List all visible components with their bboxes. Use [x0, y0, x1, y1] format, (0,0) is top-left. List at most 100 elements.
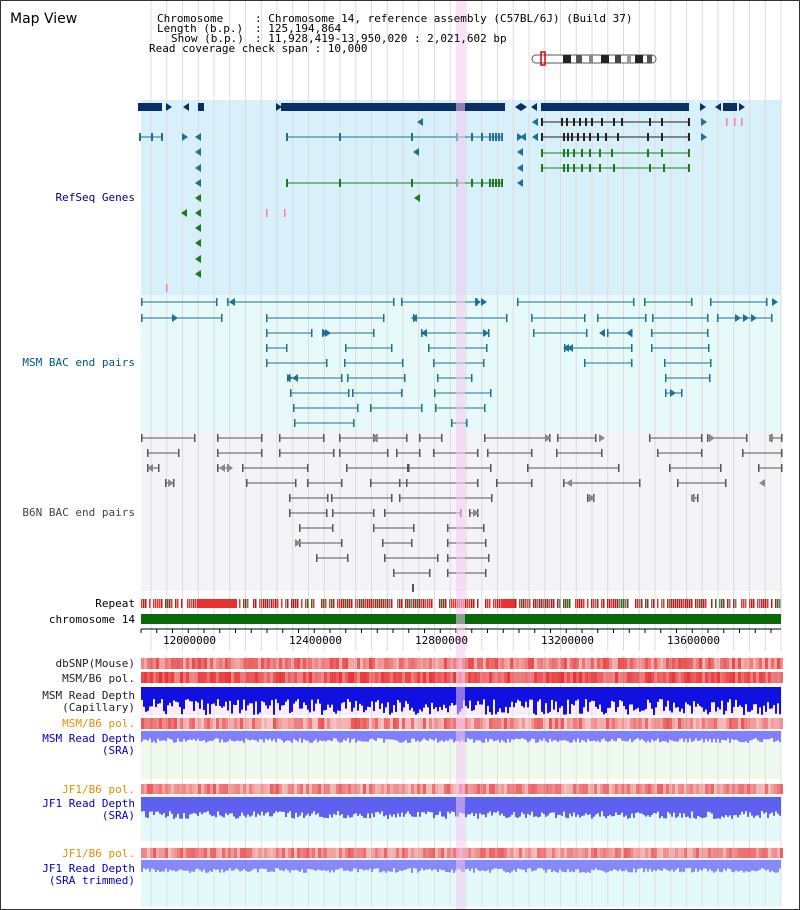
depth-bar: [147, 860, 149, 869]
bac-arrow: [751, 314, 757, 322]
heat-cell: [303, 784, 306, 794]
heat-cell: [426, 658, 429, 669]
heat-cell: [639, 658, 642, 669]
depth-bar: [141, 797, 143, 812]
heat-cell: [144, 718, 147, 729]
depth-bar: [219, 797, 221, 816]
depth-bar: [687, 797, 689, 817]
depth-bar: [727, 731, 729, 739]
depth-bar: [709, 797, 711, 813]
depth-bar: [159, 731, 161, 741]
repeat-mark: [439, 599, 441, 608]
depth-bar: [151, 731, 153, 743]
heat-cell: [342, 718, 345, 729]
heat-cell: [504, 848, 507, 858]
depth-bar: [425, 860, 427, 870]
heat-cell: [174, 848, 177, 858]
pink-marker: [284, 209, 286, 217]
depth-bar: [651, 687, 653, 709]
track-label-msm-read-depth-sra[interactable]: MSM Read Depth: [42, 732, 135, 745]
heat-cell: [438, 672, 441, 683]
repeat-mark: [275, 599, 277, 608]
heat-cell: [750, 784, 753, 794]
bac-end: [471, 374, 473, 382]
depth-bar: [291, 797, 293, 818]
depth-bar: [267, 731, 269, 741]
depth-bar: [597, 860, 599, 871]
repeat-mark: [543, 599, 545, 608]
heat-cell: [333, 718, 336, 729]
heat-cell: [771, 848, 774, 858]
depth-bar: [251, 797, 253, 816]
repeat-mark: [705, 599, 707, 608]
bac-end: [771, 314, 773, 322]
heat-cell: [483, 848, 486, 858]
depth-bar: [233, 797, 235, 817]
exon: [599, 164, 601, 172]
track-label-refseq[interactable]: RefSeq Genes: [55, 191, 135, 204]
heat-cell: [300, 672, 303, 683]
bac-end: [404, 374, 406, 382]
repeat-mark: [297, 599, 299, 608]
depth-bar: [559, 687, 561, 708]
track-label-dbsnp[interactable]: dbSNP(Mouse): [55, 657, 135, 670]
depth-bar: [315, 687, 317, 704]
depth-bar: [557, 797, 559, 815]
heat-cell: [702, 672, 705, 683]
heat-cell: [264, 848, 267, 858]
heat-cell: [405, 672, 408, 683]
heat-cell: [726, 658, 729, 669]
depth-bar: [693, 687, 695, 702]
heat-cell: [321, 672, 324, 683]
track-label-jf1-read-depth-trim[interactable]: JF1 Read Depth: [42, 862, 135, 875]
bac-arrow: [545, 434, 551, 442]
heat-cell: [399, 718, 402, 729]
track-label-msm-b6-pol-sra[interactable]: MSM/B6 pol.: [62, 717, 135, 730]
heat-cell: [729, 718, 732, 729]
track-label-msm-read-depth[interactable]: MSM Read Depth: [42, 689, 135, 702]
heat-cell: [513, 672, 516, 683]
depth-bar: [661, 797, 663, 817]
bac-end: [384, 509, 386, 517]
depth-bar: [277, 687, 279, 704]
heat-cell: [336, 848, 339, 858]
repeat-mark: [407, 599, 409, 608]
depth-bar: [433, 860, 435, 870]
track-label-repeat[interactable]: Repeat: [95, 597, 135, 610]
repeat-mark: [417, 599, 419, 608]
heat-cell: [270, 672, 273, 683]
heat-cell: [327, 658, 330, 669]
depth-bar: [499, 797, 501, 816]
bac-end: [645, 314, 647, 322]
track-label-msm-b6-pol[interactable]: MSM/B6 pol.: [62, 672, 135, 685]
depth-bar: [779, 860, 781, 869]
depth-bar: [195, 797, 197, 814]
depth-bar: [203, 687, 205, 710]
heat-cell: [597, 784, 600, 794]
heat-cell: [738, 784, 741, 794]
depth-bar: [445, 860, 447, 873]
track-label-jf1-b6-pol[interactable]: JF1/B6 pol.: [62, 783, 135, 796]
heat-cell: [603, 672, 606, 683]
bac-arrow: [371, 434, 377, 442]
depth-bar: [403, 687, 405, 708]
depth-bar: [539, 797, 541, 817]
heat-cell: [444, 784, 447, 794]
track-label-jf1-read-depth[interactable]: JF1 Read Depth: [42, 797, 135, 810]
depth-bar: [627, 860, 629, 872]
depth-bar: [445, 731, 447, 741]
depth-bar: [447, 797, 449, 812]
depth-bar: [645, 797, 647, 817]
heat-cell: [423, 658, 426, 669]
track-label-b6n-bac[interactable]: B6N BAC end pairs: [22, 506, 135, 519]
heat-cell: [435, 658, 438, 669]
bac-end: [758, 464, 760, 472]
depth-bar: [501, 687, 503, 713]
heat-cell: [735, 848, 738, 858]
ideogram-band: [589, 55, 593, 63]
track-label-jf1-b6-pol-2[interactable]: JF1/B6 pol.: [62, 847, 135, 860]
track-label-msm-bac[interactable]: MSM BAC end pairs: [22, 356, 135, 369]
heat-cell: [285, 718, 288, 729]
track-label-chromosome[interactable]: chromosome 14: [48, 613, 135, 626]
depth-bar: [217, 797, 219, 812]
